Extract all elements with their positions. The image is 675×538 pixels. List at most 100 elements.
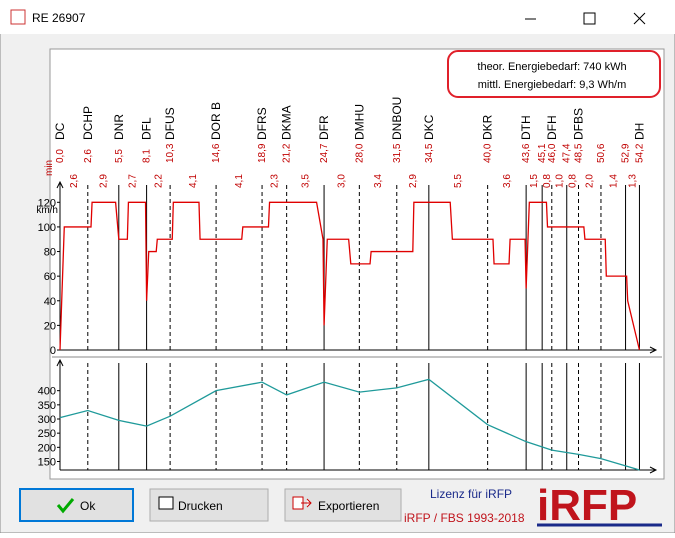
station-name: DFUS (163, 107, 177, 140)
segment-time: 2,6 (69, 174, 80, 188)
station-time: 8,1 (142, 149, 153, 163)
station-name: DTH (519, 115, 533, 140)
station-time: 31,5 (392, 143, 403, 163)
export-button[interactable] (284, 488, 402, 522)
y-tick-label: 100 (38, 222, 56, 234)
y-axis-label: km/h (36, 205, 58, 216)
y-axis (56, 358, 64, 470)
station-time: 5,5 (114, 149, 125, 163)
segment-time: 2,9 (408, 174, 419, 188)
x-axis (60, 346, 658, 354)
segment-time: 5,5 (453, 174, 464, 188)
segment-time: 1,4 (608, 174, 619, 188)
station-name: DFH (545, 115, 559, 140)
segment-time: 4,1 (234, 174, 245, 188)
ok-button[interactable] (19, 488, 134, 522)
station-time: 2,6 (83, 149, 94, 163)
station-time: 48,5 (574, 143, 585, 163)
station-time: 47,4 (562, 143, 573, 163)
station-name: DNBOU (390, 97, 404, 140)
y-tick-label: 40 (44, 296, 56, 308)
station-time: 40,0 (483, 143, 494, 163)
y-tick-label: 150 (38, 457, 56, 469)
segment-time: 0,8 (568, 174, 579, 188)
y-tick-label: 250 (38, 428, 56, 440)
station-name: DKMA (280, 105, 294, 140)
segment-time: 3,0 (337, 174, 348, 188)
station-name: DFL (140, 117, 154, 140)
segment-time: 3,4 (373, 174, 384, 188)
y-tick-label: 400 (38, 386, 56, 398)
y-tick-label: 300 (38, 414, 56, 426)
app-icon (10, 9, 26, 25)
info-text: mittl. Energiebedarf: 9,3 Wh/m (478, 79, 627, 91)
segment-time: 4,1 (188, 174, 199, 188)
y-tick-label: 0 (50, 345, 56, 357)
station-time: 52,9 (621, 143, 632, 163)
station-name: DFRS (255, 107, 269, 140)
segment-time: 2,9 (98, 174, 109, 188)
window-title: RE 26907 (32, 11, 86, 25)
printer-icon (158, 496, 174, 510)
station-time: 0,0 (55, 149, 66, 163)
info-box (447, 50, 661, 98)
y-tick-label: 120 (38, 197, 56, 209)
station-name: DNR (112, 114, 126, 140)
station-time: 50,6 (596, 143, 607, 163)
segment-time: 0,8 (542, 174, 553, 188)
license-text: Lizenz für iRFP (430, 487, 512, 501)
y-tick-label: 200 (38, 442, 56, 454)
segment-time: 3,6 (502, 174, 513, 188)
x-axis (60, 466, 658, 474)
series-line (59, 378, 640, 471)
station-time: 14,6 (211, 143, 222, 163)
station-name: DCHP (81, 106, 95, 140)
copyright-text: iRFP / FBS 1993-2018 (404, 511, 525, 525)
y-tick-label: 20 (44, 320, 56, 332)
station-name: DKR (481, 114, 495, 140)
segment-time: 1,5 (529, 174, 540, 188)
station-name: DMHU (352, 104, 366, 140)
segment-time: 2,0 (585, 174, 596, 188)
station-name: DFR (317, 115, 331, 140)
station-time: 45,1 (537, 143, 548, 163)
segment-time: 1,0 (554, 174, 565, 188)
station-name: DC (53, 122, 67, 140)
station-name: DOR B (209, 102, 223, 140)
station-time: 24,7 (319, 143, 330, 163)
y-tick-label: 350 (38, 400, 56, 412)
check-icon (56, 498, 75, 514)
button-label: Exportieren (318, 499, 379, 513)
station-time: 21,2 (282, 143, 293, 163)
station-time: 10,3 (165, 143, 176, 163)
station-time: 46,0 (547, 143, 558, 163)
title-bar (0, 0, 675, 34)
info-text: theor. Energiebedarf: 740 kWh (477, 61, 626, 73)
station-time: 28,0 (354, 143, 365, 163)
x-axis-label: min (44, 160, 55, 176)
station-name: DKC (422, 114, 436, 140)
y-tick-label: 60 (44, 271, 56, 283)
close-button[interactable] (633, 12, 646, 25)
segment-time: 3,5 (300, 174, 311, 188)
y-axis (56, 180, 64, 350)
station-name: DH (632, 123, 646, 140)
button-label: Ok (80, 499, 96, 513)
button-label: Drucken (178, 499, 223, 513)
station-name: DFBS (572, 108, 586, 140)
station-time: 43,6 (521, 143, 532, 163)
station-time: 54,2 (634, 143, 645, 163)
segment-time: 2,2 (153, 174, 164, 188)
logo: iRFP (537, 481, 637, 530)
segment-time: 2,3 (269, 174, 280, 188)
y-tick-label: 80 (44, 247, 56, 259)
maximize-button[interactable] (583, 12, 596, 25)
station-time: 18,9 (257, 143, 268, 163)
series-line (59, 201, 641, 351)
segment-time: 2,7 (128, 174, 139, 188)
station-time: 34,5 (424, 143, 435, 163)
export-icon (292, 496, 312, 510)
